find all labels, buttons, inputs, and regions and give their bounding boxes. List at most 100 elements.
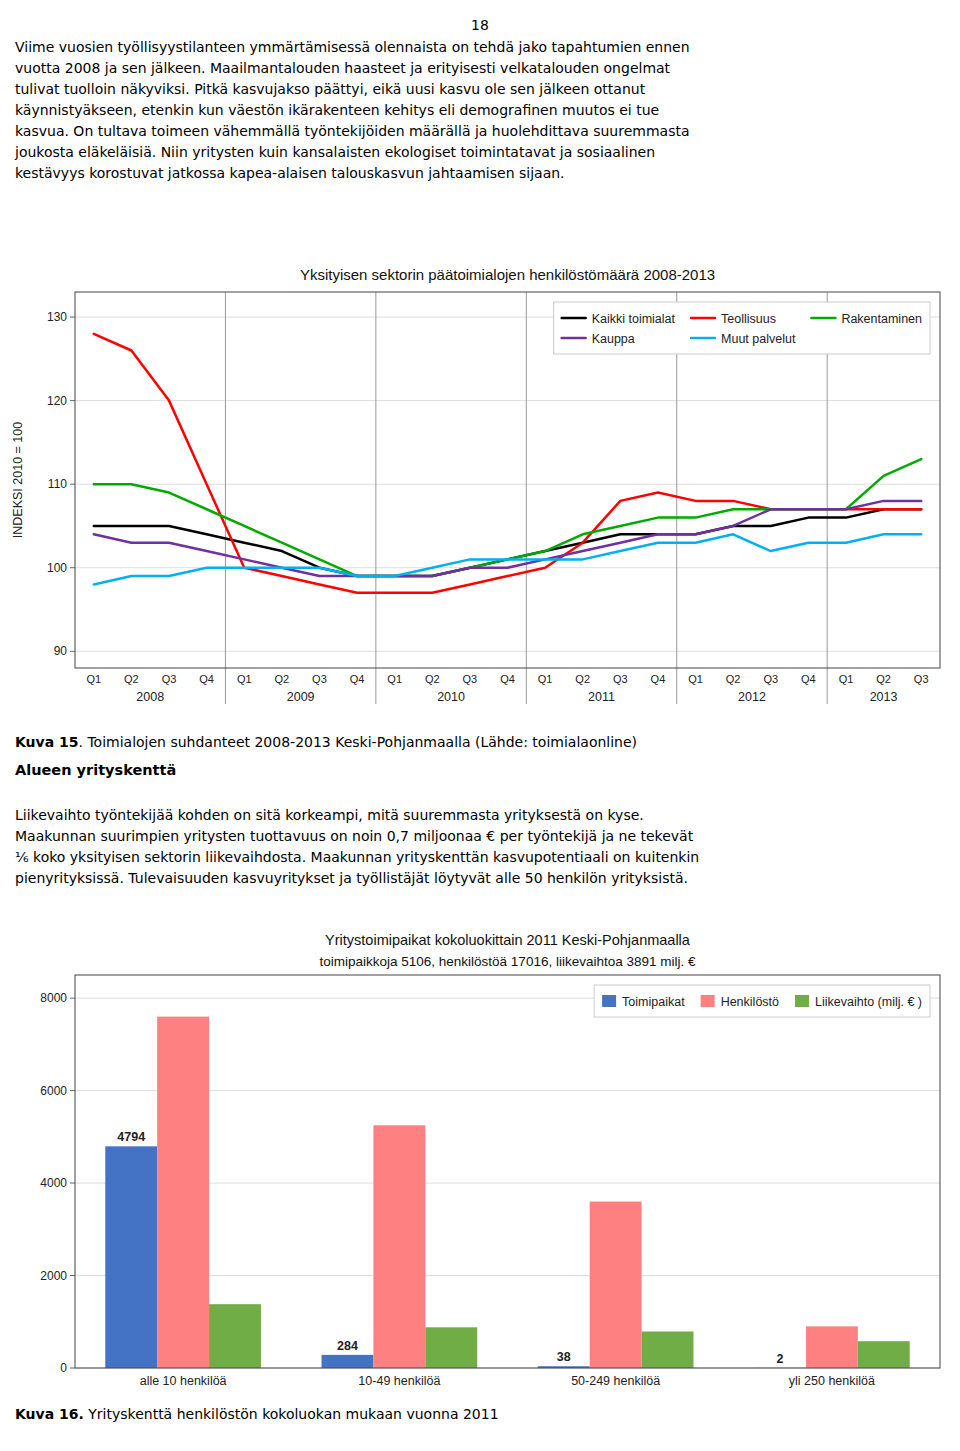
bar-chart: Yritystoimipaikat kokoluokittain 2011 Ke… — [40, 932, 940, 1388]
legend-label: Kauppa — [592, 332, 635, 346]
x-tick-label: Q4 — [801, 673, 816, 685]
x-tick-label: alle 10 henkilöä — [140, 1374, 227, 1388]
group-label: 2013 — [870, 690, 898, 704]
y-tick-label: 100 — [47, 561, 67, 575]
caption: Kuva 16. Yrityskenttä henkilöstön kokolu… — [15, 1406, 499, 1422]
y-tick-label: 4000 — [40, 1176, 67, 1190]
x-tick-label: Q1 — [839, 673, 854, 685]
x-tick-label: Q3 — [763, 673, 778, 685]
data-label: 4794 — [117, 1130, 145, 1144]
page-number: 18 — [471, 17, 489, 33]
y-tick-label: 90 — [54, 644, 68, 658]
legend-label: Teollisuus — [721, 312, 776, 326]
chart-subtitle: toimipaikkoja 5106, henkilöstöä 17016, l… — [320, 954, 696, 969]
data-label: 38 — [557, 1350, 571, 1364]
caption-text: Yrityskenttä henkilöstön kokoluokan muka… — [84, 1406, 499, 1422]
x-tick-label: Q1 — [237, 673, 252, 685]
y-tick — [70, 1090, 75, 1091]
legend: Kaikki toimialat Teollisuus Rakentaminen Ka… — [554, 302, 930, 354]
body-line: pienyrityksissä. Tulevaisuuden kasvuyrit… — [15, 870, 688, 886]
x-tick-label: Q2 — [425, 673, 440, 685]
intro-line: kasvua. On tultava toimeen vähemmällä ty… — [15, 123, 690, 139]
y-tick-label: 2000 — [40, 1269, 67, 1283]
legend-swatch — [602, 995, 616, 1007]
bar — [373, 1125, 425, 1368]
y-tick — [70, 1368, 75, 1369]
bar — [425, 1327, 477, 1368]
y-tick — [70, 400, 75, 401]
bars-group — [105, 1017, 909, 1368]
x-tick-label: Q2 — [876, 673, 891, 685]
background — [0, 0, 960, 1451]
bar — [858, 1341, 910, 1368]
y-tick — [70, 1183, 75, 1184]
x-tick-label: yli 250 henkilöä — [789, 1374, 875, 1388]
bar — [322, 1355, 374, 1368]
x-tick-label: Q1 — [688, 673, 703, 685]
legend-label: Liikevaihto (milj. € ) — [815, 995, 922, 1009]
x-tick-label: Q4 — [350, 673, 365, 685]
group-divider — [526, 292, 527, 704]
grid-line — [75, 400, 940, 401]
intro-line: joukosta eläkeläisiä. Niin yritysten kui… — [14, 144, 655, 160]
x-tick-label: Q4 — [199, 673, 214, 685]
caption: Kuva 15. Toimialojen suhdanteet 2008-201… — [15, 734, 637, 750]
group-label: 2009 — [287, 690, 315, 704]
x-tick-label: Q3 — [162, 673, 177, 685]
data-labels: 4794284382 — [117, 1130, 783, 1366]
x-tick-label: Q1 — [86, 673, 101, 685]
caption-label: Kuva 15 — [15, 734, 79, 750]
bar — [157, 1017, 209, 1368]
x-tick-label: Q2 — [726, 673, 741, 685]
group-label: 2010 — [437, 690, 465, 704]
x-tick-label: 50-249 henkilöä — [571, 1374, 660, 1388]
y-tick-label: 6000 — [40, 1084, 67, 1098]
caption-label: Kuva 16. — [15, 1406, 84, 1422]
y-tick — [70, 651, 75, 652]
chart-title: Yritystoimipaikat kokoluokittain 2011 Ke… — [325, 932, 691, 948]
x-tick-label: Q3 — [312, 673, 327, 685]
bar — [642, 1331, 694, 1368]
x-tick-label: Q2 — [275, 673, 290, 685]
page: 18Viime vuosien työllisyystilanteen ymmä… — [0, 0, 960, 1451]
grid-line — [75, 484, 940, 485]
body-line: Liikevaihto työntekijää kohden on sitä k… — [15, 807, 644, 823]
legend-label: Rakentaminen — [841, 312, 922, 326]
x-tick-label: Q4 — [651, 673, 666, 685]
line-chart: Yksityisen sektorin päätoimialojen henki… — [11, 266, 940, 704]
y-tick — [70, 567, 75, 568]
series-group — [94, 334, 921, 593]
y-axis-label: INDEKSI 2010 = 100 — [11, 422, 25, 538]
chart-title: Yksityisen sektorin päätoimialojen henki… — [300, 266, 715, 283]
bar — [105, 1146, 157, 1368]
series-line — [94, 534, 921, 584]
caption-text: . Toimialojen suhdanteet 2008-2013 Keski… — [79, 734, 638, 750]
legend-swatch — [795, 995, 809, 1007]
section-title: Alueen yrityskenttä — [15, 762, 176, 778]
legend: ToimipaikatHenkilöstöLiikevaihto (milj. … — [594, 985, 930, 1017]
intro-line: vuotta 2008 ja sen jälkeen. Maailmantalo… — [15, 60, 671, 76]
legend-label: Muut palvelut — [721, 332, 796, 346]
legend-swatch — [691, 317, 715, 320]
x-tick-label: Q3 — [463, 673, 478, 685]
y-tick — [70, 998, 75, 999]
series-line — [94, 509, 921, 576]
legend-swatch — [811, 317, 835, 320]
series-line — [94, 334, 921, 593]
body-line: ⅙ koko yksityisen sektorin liikevaihdost… — [15, 849, 699, 865]
y-tick-label: 110 — [48, 477, 67, 491]
group-label: 2011 — [588, 690, 615, 704]
legend-label: Kaikki toimialat — [592, 312, 676, 326]
y-tick-label: 120 — [47, 394, 67, 408]
y-tick — [70, 1275, 75, 1276]
legend-swatch — [562, 317, 586, 320]
bar — [590, 1202, 642, 1368]
grid-line — [75, 651, 940, 652]
series-line — [94, 501, 921, 576]
x-tick-label: Q2 — [124, 673, 139, 685]
intro-line: kestävyys korostuvat jatkossa kapea-alai… — [15, 165, 565, 181]
legend-swatch — [701, 995, 715, 1007]
data-label: 2 — [776, 1352, 783, 1366]
group-label: 2008 — [136, 690, 164, 704]
intro-line: käynnistyäkseen, etenkin kun väestön ikä… — [15, 102, 659, 118]
